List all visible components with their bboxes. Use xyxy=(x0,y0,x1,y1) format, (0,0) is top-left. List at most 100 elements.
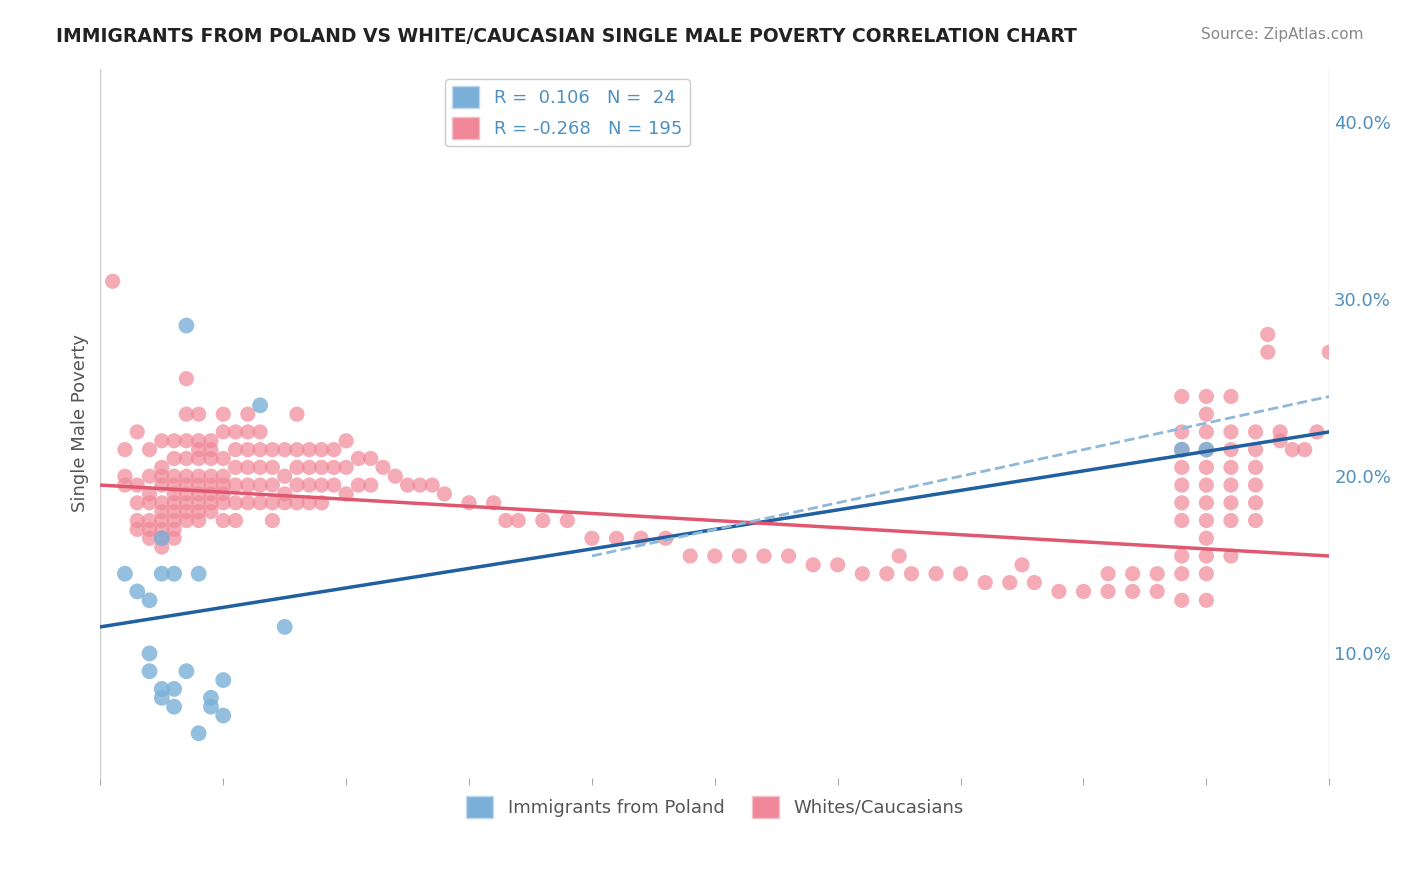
Point xyxy=(1122,566,1144,581)
Point xyxy=(138,496,160,510)
Point xyxy=(138,442,160,457)
Point xyxy=(163,522,186,536)
Point xyxy=(433,487,456,501)
Point xyxy=(298,478,321,492)
Point xyxy=(187,566,209,581)
Point xyxy=(176,407,198,421)
Point xyxy=(495,514,517,528)
Point xyxy=(212,425,235,439)
Point xyxy=(200,442,222,457)
Point xyxy=(998,575,1021,590)
Point xyxy=(273,620,295,634)
Point xyxy=(138,469,160,483)
Point xyxy=(1219,514,1241,528)
Point xyxy=(150,469,173,483)
Point xyxy=(225,514,247,528)
Text: atlas: atlas xyxy=(714,382,922,465)
Point xyxy=(127,478,149,492)
Point xyxy=(212,514,235,528)
Point xyxy=(225,478,247,492)
Point xyxy=(273,442,295,457)
Point xyxy=(409,478,432,492)
Point xyxy=(285,478,308,492)
Text: Source: ZipAtlas.com: Source: ZipAtlas.com xyxy=(1201,27,1364,42)
Point xyxy=(335,434,357,448)
Point xyxy=(200,487,222,501)
Point xyxy=(249,478,271,492)
Point xyxy=(176,487,198,501)
Point xyxy=(225,460,247,475)
Point xyxy=(212,407,235,421)
Point xyxy=(163,681,186,696)
Point xyxy=(176,478,198,492)
Point xyxy=(150,505,173,519)
Point xyxy=(150,566,173,581)
Point xyxy=(654,531,676,545)
Point xyxy=(262,514,284,528)
Point xyxy=(1171,496,1194,510)
Point xyxy=(1294,442,1316,457)
Point xyxy=(335,460,357,475)
Point xyxy=(1244,460,1267,475)
Point xyxy=(127,496,149,510)
Point xyxy=(335,487,357,501)
Point xyxy=(1122,584,1144,599)
Point xyxy=(187,496,209,510)
Point xyxy=(298,496,321,510)
Point xyxy=(1171,514,1194,528)
Point xyxy=(384,469,406,483)
Point xyxy=(728,549,751,563)
Point xyxy=(150,460,173,475)
Point xyxy=(212,708,235,723)
Point xyxy=(236,407,259,421)
Point xyxy=(1219,549,1241,563)
Point xyxy=(212,478,235,492)
Point xyxy=(1024,575,1046,590)
Point xyxy=(176,505,198,519)
Point xyxy=(1195,407,1218,421)
Point xyxy=(127,425,149,439)
Point xyxy=(236,478,259,492)
Point xyxy=(396,478,419,492)
Point xyxy=(1244,496,1267,510)
Point xyxy=(212,487,235,501)
Point xyxy=(311,496,333,510)
Point xyxy=(225,496,247,510)
Point xyxy=(1047,584,1070,599)
Point xyxy=(200,451,222,466)
Point xyxy=(1257,345,1279,359)
Point xyxy=(1195,442,1218,457)
Point xyxy=(1219,496,1241,510)
Point xyxy=(420,478,443,492)
Point xyxy=(311,442,333,457)
Point xyxy=(900,566,922,581)
Point xyxy=(508,514,530,528)
Text: IMMIGRANTS FROM POLAND VS WHITE/CAUCASIAN SINGLE MALE POVERTY CORRELATION CHART: IMMIGRANTS FROM POLAND VS WHITE/CAUCASIA… xyxy=(56,27,1077,45)
Point xyxy=(1244,442,1267,457)
Point xyxy=(212,673,235,687)
Point xyxy=(114,566,136,581)
Point xyxy=(1097,566,1119,581)
Point xyxy=(163,531,186,545)
Point xyxy=(1195,442,1218,457)
Point xyxy=(801,558,824,572)
Point xyxy=(187,407,209,421)
Point xyxy=(778,549,800,563)
Point xyxy=(200,469,222,483)
Point xyxy=(212,496,235,510)
Point xyxy=(458,496,481,510)
Point xyxy=(581,531,603,545)
Point xyxy=(187,442,209,457)
Point xyxy=(249,398,271,412)
Point xyxy=(212,451,235,466)
Point xyxy=(163,505,186,519)
Point xyxy=(187,434,209,448)
Point xyxy=(322,460,344,475)
Point xyxy=(127,522,149,536)
Point xyxy=(876,566,898,581)
Point xyxy=(176,496,198,510)
Point xyxy=(1195,531,1218,545)
Point xyxy=(1195,496,1218,510)
Point xyxy=(1195,478,1218,492)
Point xyxy=(187,487,209,501)
